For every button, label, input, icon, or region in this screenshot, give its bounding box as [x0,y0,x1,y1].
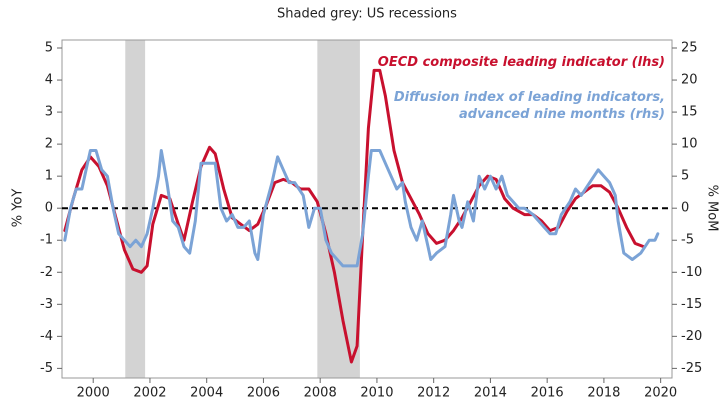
y2-axis-label: % MoM [705,185,720,232]
y2-tick-label: -10 [681,265,702,280]
x-tick-label: 2012 [417,386,450,401]
y2-tick-label: -25 [681,361,702,376]
y2-tick-label: 25 [681,41,698,56]
x-tick-label: 2008 [304,386,337,401]
y2-tick-label: 0 [681,201,689,216]
y-tick-label: -3 [40,297,53,312]
x-tick-label: 2006 [247,386,280,401]
y-tick-label: 5 [45,41,53,56]
y-tick-label: -2 [40,265,53,280]
x-tick-label: 2010 [360,386,393,401]
y2-tick-label: 15 [681,105,698,120]
legend-label: OECD composite leading indicator (lhs) [377,55,665,70]
y-tick-label: 3 [45,105,53,120]
y-tick-label: -5 [40,361,53,376]
y2-tick-label: -15 [681,297,702,312]
y-axis-label: % YoY [11,189,26,228]
legend-label: Diffusion index of leading indicators, a… [393,90,665,122]
y2-tick-label: -20 [681,329,702,344]
y-tick-label: 4 [45,73,53,88]
y-tick-label: 1 [45,169,53,184]
y-tick-label: 2 [45,137,53,152]
x-tick-label: 2018 [587,386,620,401]
x-tick-label: 2000 [77,386,110,401]
x-tick-label: 2016 [531,386,564,401]
y-tick-label: 0 [45,201,53,216]
y2-tick-label: 5 [681,169,689,184]
series-line [63,149,660,268]
y2-tick-label: -5 [681,233,694,248]
y2-tick-label: 10 [681,137,698,152]
x-tick-label: 2014 [474,386,507,401]
legend-entry: OECD composite leading indicator (lhs) [377,55,665,70]
y-tick-label: -1 [40,233,53,248]
x-tick-label: 2004 [190,386,223,401]
y2-tick-label: 20 [681,73,698,88]
series-line [63,68,646,364]
x-tick-label: 2020 [644,386,677,401]
y-tick-label: -4 [40,329,53,344]
chart-title: Shaded grey: US recessions [277,7,457,22]
x-tick-label: 2002 [133,386,166,401]
legend-entry: Diffusion index of leading indicators, a… [393,90,665,122]
